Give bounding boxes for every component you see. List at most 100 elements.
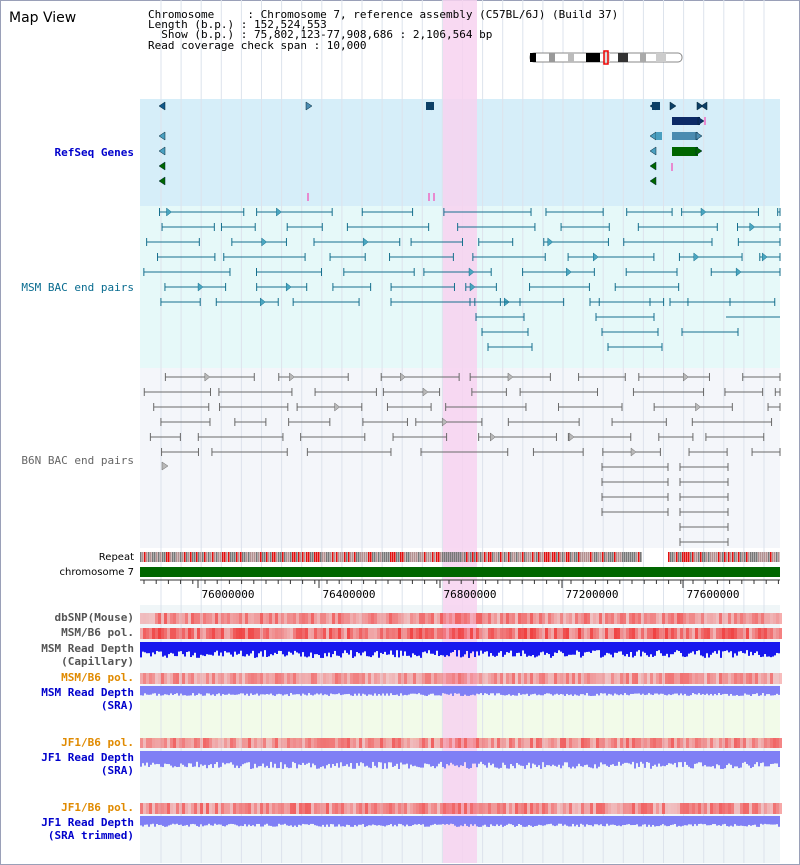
depth-bar <box>738 816 740 826</box>
heat-cell <box>299 738 302 748</box>
heat-cell <box>173 673 176 684</box>
heat-cell <box>407 738 410 748</box>
repeat-mark <box>198 552 200 562</box>
heat-cell <box>212 673 215 684</box>
depth-bar <box>388 686 390 696</box>
track-label-jf1-depth-sra[interactable]: JF1 Read Depth (SRA) <box>41 751 134 777</box>
heat-cell <box>338 613 341 624</box>
heat-cell <box>752 803 755 814</box>
heat-cell <box>380 673 383 684</box>
depth-bar <box>434 816 436 824</box>
depth-bar <box>378 751 380 763</box>
track-label-dbsnp[interactable]: dbSNP(Mouse) <box>54 611 134 624</box>
track-label-msm-depth-cap[interactable]: MSM Read Depth (Capillary) <box>41 642 134 668</box>
bac-end-marker <box>593 252 599 262</box>
heat-cell <box>173 613 176 624</box>
depth-bar <box>624 816 626 826</box>
heat-cell <box>440 628 443 639</box>
repeat-mark <box>768 552 770 562</box>
heat-cell <box>536 803 539 814</box>
heat-cell <box>473 613 476 624</box>
track-label-jf1-b6-pol-trim[interactable]: JF1/B6 pol. <box>61 801 134 814</box>
repeat-mark <box>446 552 448 562</box>
heat-cell <box>173 803 176 814</box>
heat-cell <box>656 738 659 748</box>
depth-bar <box>416 816 418 825</box>
depth-bar <box>636 816 638 825</box>
repeat-mark <box>302 552 304 562</box>
depth-bar <box>720 686 722 695</box>
depth-bar <box>374 642 376 653</box>
repeat-mark <box>686 552 688 562</box>
repeat-mark <box>690 552 692 562</box>
depth-bar <box>482 686 484 696</box>
depth-bar <box>598 816 600 826</box>
depth-bar <box>360 686 362 696</box>
depth-bar <box>596 816 598 825</box>
heat-cell <box>722 613 725 624</box>
ideogram-position-marker <box>603 50 609 65</box>
heat-cell <box>167 628 170 639</box>
heat-cell <box>332 628 335 639</box>
heat-cell <box>467 673 470 684</box>
depth-bar <box>678 642 680 652</box>
track-label-jf1-depth-trim[interactable]: JF1 Read Depth (SRA trimmed) <box>41 816 134 842</box>
track-label-jf1-b6-pol[interactable]: JF1/B6 pol. <box>61 736 134 749</box>
depth-bar <box>600 686 602 694</box>
depth-bar <box>584 642 586 653</box>
depth-bar <box>152 686 154 694</box>
track-label-msm-bac[interactable]: MSM BAC end pairs <box>21 281 134 294</box>
depth-bar <box>588 642 590 652</box>
depth-bar <box>370 816 372 826</box>
heat-cell <box>467 803 470 814</box>
depth-bar <box>446 816 448 824</box>
heat-cell <box>542 803 545 814</box>
heat-cell <box>317 628 320 639</box>
heat-cell <box>155 673 158 684</box>
depth-bar <box>666 751 668 765</box>
heat-cell <box>308 628 311 639</box>
depth-bar <box>244 642 246 657</box>
heat-cell <box>152 803 155 814</box>
heat-cell <box>398 738 401 748</box>
depth-bar <box>698 686 700 694</box>
heat-cell <box>329 673 332 684</box>
track-label-msm-b6-pol-sra[interactable]: MSM/B6 pol. <box>61 671 134 684</box>
track-label-b6n-bac[interactable]: B6N BAC end pairs <box>21 454 134 467</box>
heat-cell <box>530 673 533 684</box>
heat-cell <box>755 628 758 639</box>
depth-bar <box>352 816 354 827</box>
depth-bar <box>718 751 720 766</box>
depth-bar <box>234 751 236 768</box>
depth-bar <box>260 816 262 827</box>
heat-cell <box>176 613 179 624</box>
track-label-msm-depth-sra[interactable]: MSM Read Depth (SRA) <box>41 686 134 712</box>
heat-cell <box>770 803 773 814</box>
depth-bar <box>174 816 176 825</box>
bac-end-marker <box>161 461 169 471</box>
gene-mark <box>428 193 430 201</box>
depth-bar <box>204 686 206 696</box>
heat-cell <box>224 628 227 639</box>
repeat-mark <box>530 552 532 562</box>
depth-bar <box>660 642 662 654</box>
heat-cell <box>734 738 737 748</box>
heat-cell <box>386 803 389 814</box>
track-label-refseq[interactable]: RefSeq Genes <box>54 146 134 159</box>
depth-bar <box>442 751 444 767</box>
depth-bar <box>232 816 234 825</box>
heat-cell <box>455 803 458 814</box>
heat-cell <box>383 613 386 624</box>
axis-tick-label: 77600000 <box>687 588 740 601</box>
depth-bar <box>222 642 224 657</box>
depth-bar <box>338 751 340 768</box>
depth-bar <box>396 751 398 764</box>
depth-bar <box>202 751 204 766</box>
depth-bar <box>680 642 682 653</box>
heat-cell <box>230 803 233 814</box>
heat-cell <box>524 613 527 624</box>
heat-cell <box>707 673 710 684</box>
depth-bar <box>730 642 732 652</box>
track-label-msm-b6-pol[interactable]: MSM/B6 pol. <box>61 626 134 639</box>
